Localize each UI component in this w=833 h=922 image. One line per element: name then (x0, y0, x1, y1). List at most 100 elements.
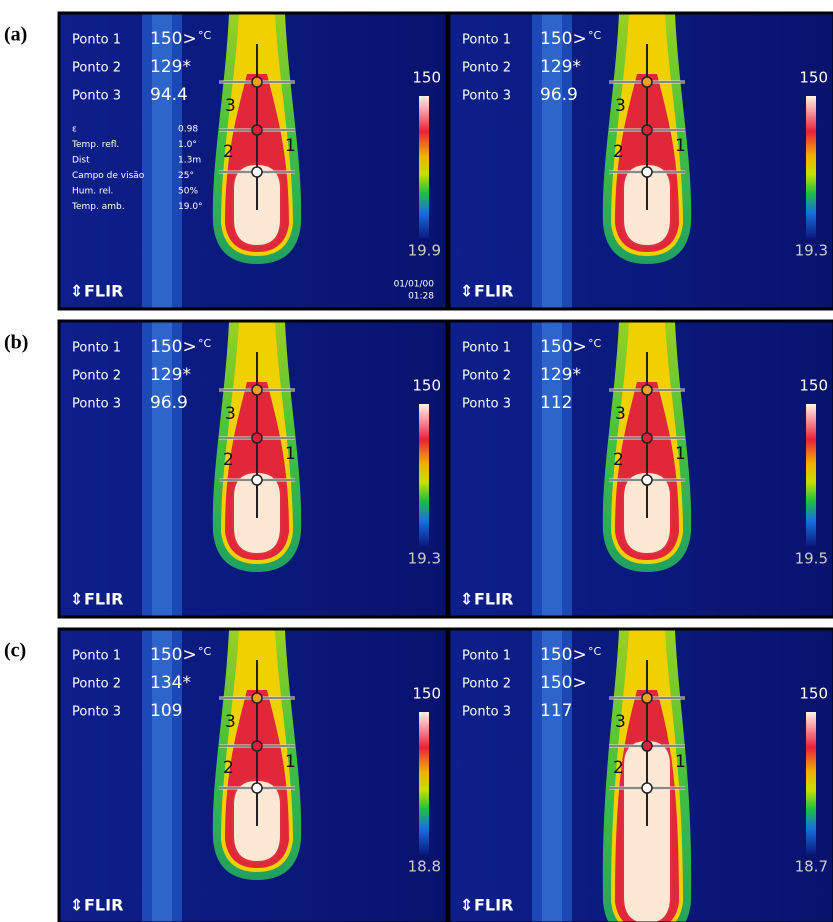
spot-number: 1 (675, 136, 686, 156)
scale-max: 150 (412, 69, 441, 87)
param-value: 0.98 (178, 125, 198, 135)
reading-value: 150> (150, 29, 197, 49)
reading-unit: °C (198, 29, 212, 42)
reading-name: Ponto 1 (462, 649, 511, 664)
scale-min: 18.8 (408, 858, 441, 876)
param-name: Hum. rel. (72, 187, 113, 197)
spot-marker (252, 125, 262, 135)
spot-marker (252, 167, 262, 177)
param-value: 25° (178, 171, 194, 181)
reading-unit: °C (198, 645, 212, 658)
reading-value: 150> (540, 673, 587, 693)
spot-marker (642, 167, 652, 177)
reading-value: 129* (540, 57, 581, 77)
reading-value: 96.9 (150, 393, 188, 413)
spot-marker (642, 475, 652, 485)
param-value: 1.0° (178, 140, 197, 150)
reading-name: Ponto 3 (72, 397, 121, 412)
spot-number: 3 (615, 404, 626, 424)
date: 01/01/00 (394, 280, 435, 290)
spot-number: 1 (285, 752, 296, 772)
flir-logo: FLIR (474, 590, 513, 609)
spot-marker (252, 433, 262, 443)
spot-number: 2 (223, 758, 234, 778)
spot-number: 1 (285, 136, 296, 156)
reading-value: 109 (150, 701, 182, 721)
reading-value: 96.9 (540, 85, 578, 105)
colorbar (419, 712, 429, 854)
reading-name: Ponto 1 (72, 341, 121, 356)
param-name: Campo de visão (72, 171, 145, 181)
thermal-image (450, 14, 833, 308)
spot-marker (252, 475, 262, 485)
spot-number: 3 (225, 712, 236, 732)
thermal-image (450, 322, 833, 616)
colorbar (806, 712, 816, 854)
reading-name: Ponto 3 (462, 397, 511, 412)
spot-marker (642, 433, 652, 443)
thermal-image (60, 630, 446, 922)
scale-min: 19.5 (795, 550, 828, 568)
spot-number: 2 (613, 450, 624, 470)
colorbar (806, 96, 816, 238)
reading-name: Ponto 1 (72, 33, 121, 48)
reading-name: Ponto 1 (72, 649, 121, 664)
scale-min: 19.9 (408, 242, 441, 260)
flir-logo-mark: ⇕ (460, 896, 473, 915)
flir-logo: FLIR (84, 896, 123, 915)
spot-number: 2 (223, 142, 234, 162)
flir-logo-mark: ⇕ (460, 590, 473, 609)
flir-logo: FLIR (84, 282, 123, 301)
scale-max: 150 (412, 685, 441, 703)
reading-value: 134* (150, 673, 191, 693)
reading-name: Ponto 1 (462, 33, 511, 48)
reading-name: Ponto 3 (72, 705, 121, 720)
spot-marker (642, 125, 652, 135)
page: (a)123Ponto 1150>°CPonto 2129*Ponto 394.… (0, 0, 833, 922)
thermal-panel: 123Ponto 1150>°CPonto 2129*Ponto 396.915… (60, 322, 446, 616)
reading-value: 129* (150, 365, 191, 385)
flir-logo-mark: ⇕ (460, 282, 473, 301)
param-name: Dist (72, 156, 90, 166)
spot-marker (252, 741, 262, 751)
figure: (a)123Ponto 1150>°CPonto 2129*Ponto 394.… (0, 0, 833, 922)
reading-name: Ponto 2 (72, 61, 121, 76)
reading-value: 117 (540, 701, 572, 721)
thermal-image (450, 630, 833, 922)
spot-number: 2 (613, 142, 624, 162)
spot-number: 1 (675, 752, 686, 772)
spot-marker (252, 77, 262, 87)
flir-logo-mark: ⇕ (70, 896, 83, 915)
scale-max: 150 (799, 69, 828, 87)
flir-logo: FLIR (474, 896, 513, 915)
reading-unit: °C (588, 645, 602, 658)
spot-marker (252, 783, 262, 793)
spot-number: 2 (613, 758, 624, 778)
scale-max: 150 (412, 377, 441, 395)
time: 01:28 (408, 292, 434, 302)
spot-number: 1 (675, 444, 686, 464)
reading-value: 129* (150, 57, 191, 77)
reading-value: 150> (540, 337, 587, 357)
spot-number: 3 (615, 96, 626, 116)
thermal-image (60, 14, 446, 308)
spot-number: 1 (285, 444, 296, 464)
spot-number: 3 (225, 404, 236, 424)
param-name: Temp. refl. (71, 140, 119, 150)
reading-value: 129* (540, 365, 581, 385)
param-name: Temp. amb. (71, 202, 125, 212)
flir-logo-mark: ⇕ (70, 590, 83, 609)
reading-value: 150> (540, 29, 587, 49)
colorbar (419, 96, 429, 238)
reading-name: Ponto 2 (462, 369, 511, 384)
reading-name: Ponto 2 (462, 677, 511, 692)
flir-logo-mark: ⇕ (70, 282, 83, 301)
spot-marker (642, 77, 652, 87)
scale-min: 19.3 (795, 242, 828, 260)
spot-marker (642, 385, 652, 395)
colorbar (419, 404, 429, 546)
reading-name: Ponto 3 (72, 89, 121, 104)
